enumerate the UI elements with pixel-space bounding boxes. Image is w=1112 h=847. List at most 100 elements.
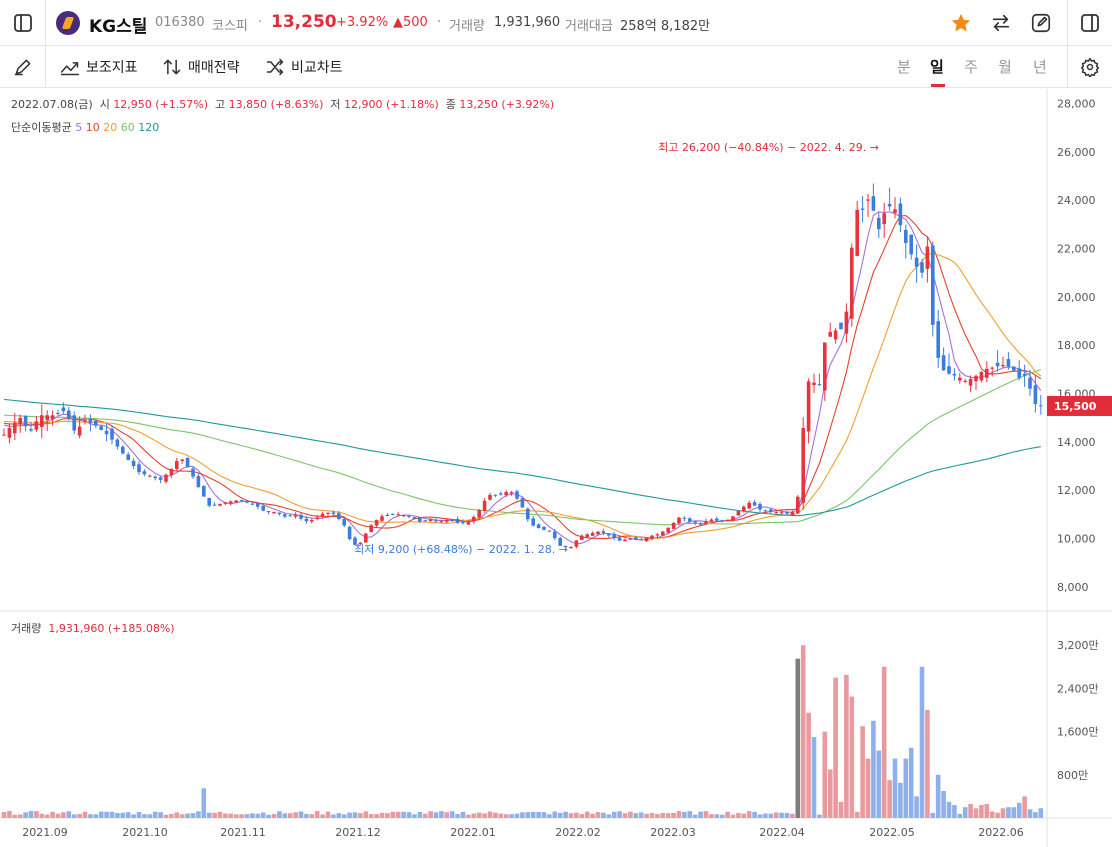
candle-body: [731, 516, 735, 521]
candle-body: [229, 501, 233, 504]
candle-body: [666, 527, 670, 533]
candle-body: [342, 519, 346, 526]
favorite-button[interactable]: [946, 0, 976, 45]
candle-body: [29, 429, 33, 431]
ma-label: 단순이동평균: [11, 121, 72, 134]
volume-bar: [736, 812, 741, 818]
candle-body: [277, 512, 282, 515]
volume-bar: [574, 812, 579, 818]
date-tick: 2022.04: [759, 826, 805, 839]
high-annotation: 최고 26,200 (−40.84%) − 2022. 4. 29. →: [658, 141, 879, 154]
volume-bar: [633, 813, 639, 818]
panel-toggle-button[interactable]: [1068, 0, 1112, 45]
candle-body: [850, 247, 854, 319]
panel-icon: [1081, 13, 1099, 32]
volume-value: 1,931,960: [494, 15, 561, 30]
close-label: 종: [445, 98, 456, 111]
candle-body: [531, 518, 535, 526]
candle-body: [806, 381, 811, 432]
candle-body: [925, 246, 930, 269]
candle-body: [682, 517, 687, 519]
candle-body: [958, 377, 962, 381]
volume-bar: [822, 731, 828, 818]
candle-body: [34, 421, 39, 430]
volume-bar: [709, 814, 714, 818]
settings-button[interactable]: [1068, 46, 1112, 87]
swap-button[interactable]: [986, 0, 1016, 45]
volume-bar: [71, 814, 77, 818]
volume-bar: [487, 811, 493, 818]
volume-bar: [352, 812, 358, 818]
ma-legend[interactable]: 단순이동평균 5 10 20 60 120: [11, 119, 159, 135]
candle-body: [272, 511, 276, 514]
candle-body: [1022, 373, 1027, 376]
price-tick: 26,000: [1057, 146, 1096, 159]
volume-bar: [638, 812, 644, 818]
volume-bar: [881, 666, 887, 818]
candle-body: [952, 373, 957, 376]
volume-bar: [800, 645, 806, 818]
volume-label: 거래량: [449, 19, 485, 34]
period-year[interactable]: 년: [1033, 58, 1047, 76]
volume-bar: [649, 813, 655, 818]
volume-bar: [109, 811, 115, 818]
candle-body: [428, 519, 433, 522]
star-icon: [951, 13, 971, 31]
sidebar-toggle-button[interactable]: [0, 0, 45, 45]
candle-body: [601, 531, 606, 533]
period-week[interactable]: 주: [964, 58, 978, 76]
candle-body: [455, 519, 460, 523]
volume-bar: [628, 811, 633, 818]
candle-body: [526, 508, 530, 520]
volume-bar: [757, 814, 763, 818]
volume-bar: [320, 814, 325, 818]
volume-bar: [606, 814, 612, 818]
period-month[interactable]: 월: [998, 58, 1012, 76]
volume-bar: [104, 811, 109, 818]
shuffle-icon: [266, 58, 284, 75]
candle-body: [504, 492, 508, 496]
candle-body: [828, 331, 832, 337]
strategy-button[interactable]: 매매전략: [162, 46, 240, 87]
candle-body: [536, 524, 541, 529]
volume-bar: [422, 813, 428, 818]
candle-body: [83, 420, 87, 422]
candle-body: [623, 539, 627, 542]
candle-body: [763, 510, 768, 512]
volume-bar: [962, 807, 968, 818]
candle-body: [488, 495, 492, 500]
price-chart[interactable]: 28,00026,00024,00022,00020,00018,00016,0…: [0, 89, 1112, 847]
candle-body: [7, 428, 12, 438]
volume-bar: [952, 805, 957, 818]
volume-bar: [817, 814, 822, 818]
candle-body: [218, 503, 222, 506]
candle-body: [142, 471, 147, 475]
candle-body: [747, 502, 751, 509]
period-day[interactable]: 일: [930, 58, 944, 76]
candle-body: [596, 531, 600, 535]
candle-body: [320, 513, 325, 517]
candle-body: [56, 413, 60, 415]
period-minute[interactable]: 분: [897, 58, 911, 76]
draw-tool-button[interactable]: [0, 46, 45, 87]
candle-body: [796, 496, 800, 514]
candle-body: [769, 509, 773, 512]
current-price-tag: [1047, 395, 1112, 416]
candle-body: [121, 446, 125, 454]
volume-bar: [514, 813, 520, 818]
indicator-button[interactable]: 보조지표: [60, 46, 138, 87]
volume-bar: [266, 814, 271, 818]
candle-body: [698, 523, 703, 525]
stock-name: KG스틸: [89, 17, 148, 37]
price-tick: 8,000: [1057, 581, 1089, 594]
volume-bar: [169, 813, 174, 818]
volume-bar: [1000, 808, 1006, 818]
volume-bar: [77, 813, 82, 818]
candle-body: [871, 196, 876, 211]
edit-button[interactable]: [1026, 0, 1056, 45]
candle-body: [785, 512, 789, 514]
volume-panel-value: 1,931,960 (+185.08%): [48, 622, 175, 635]
compare-label: 비교차트: [291, 59, 343, 76]
compare-button[interactable]: 비교차트: [265, 46, 343, 87]
candle-body: [774, 511, 778, 513]
